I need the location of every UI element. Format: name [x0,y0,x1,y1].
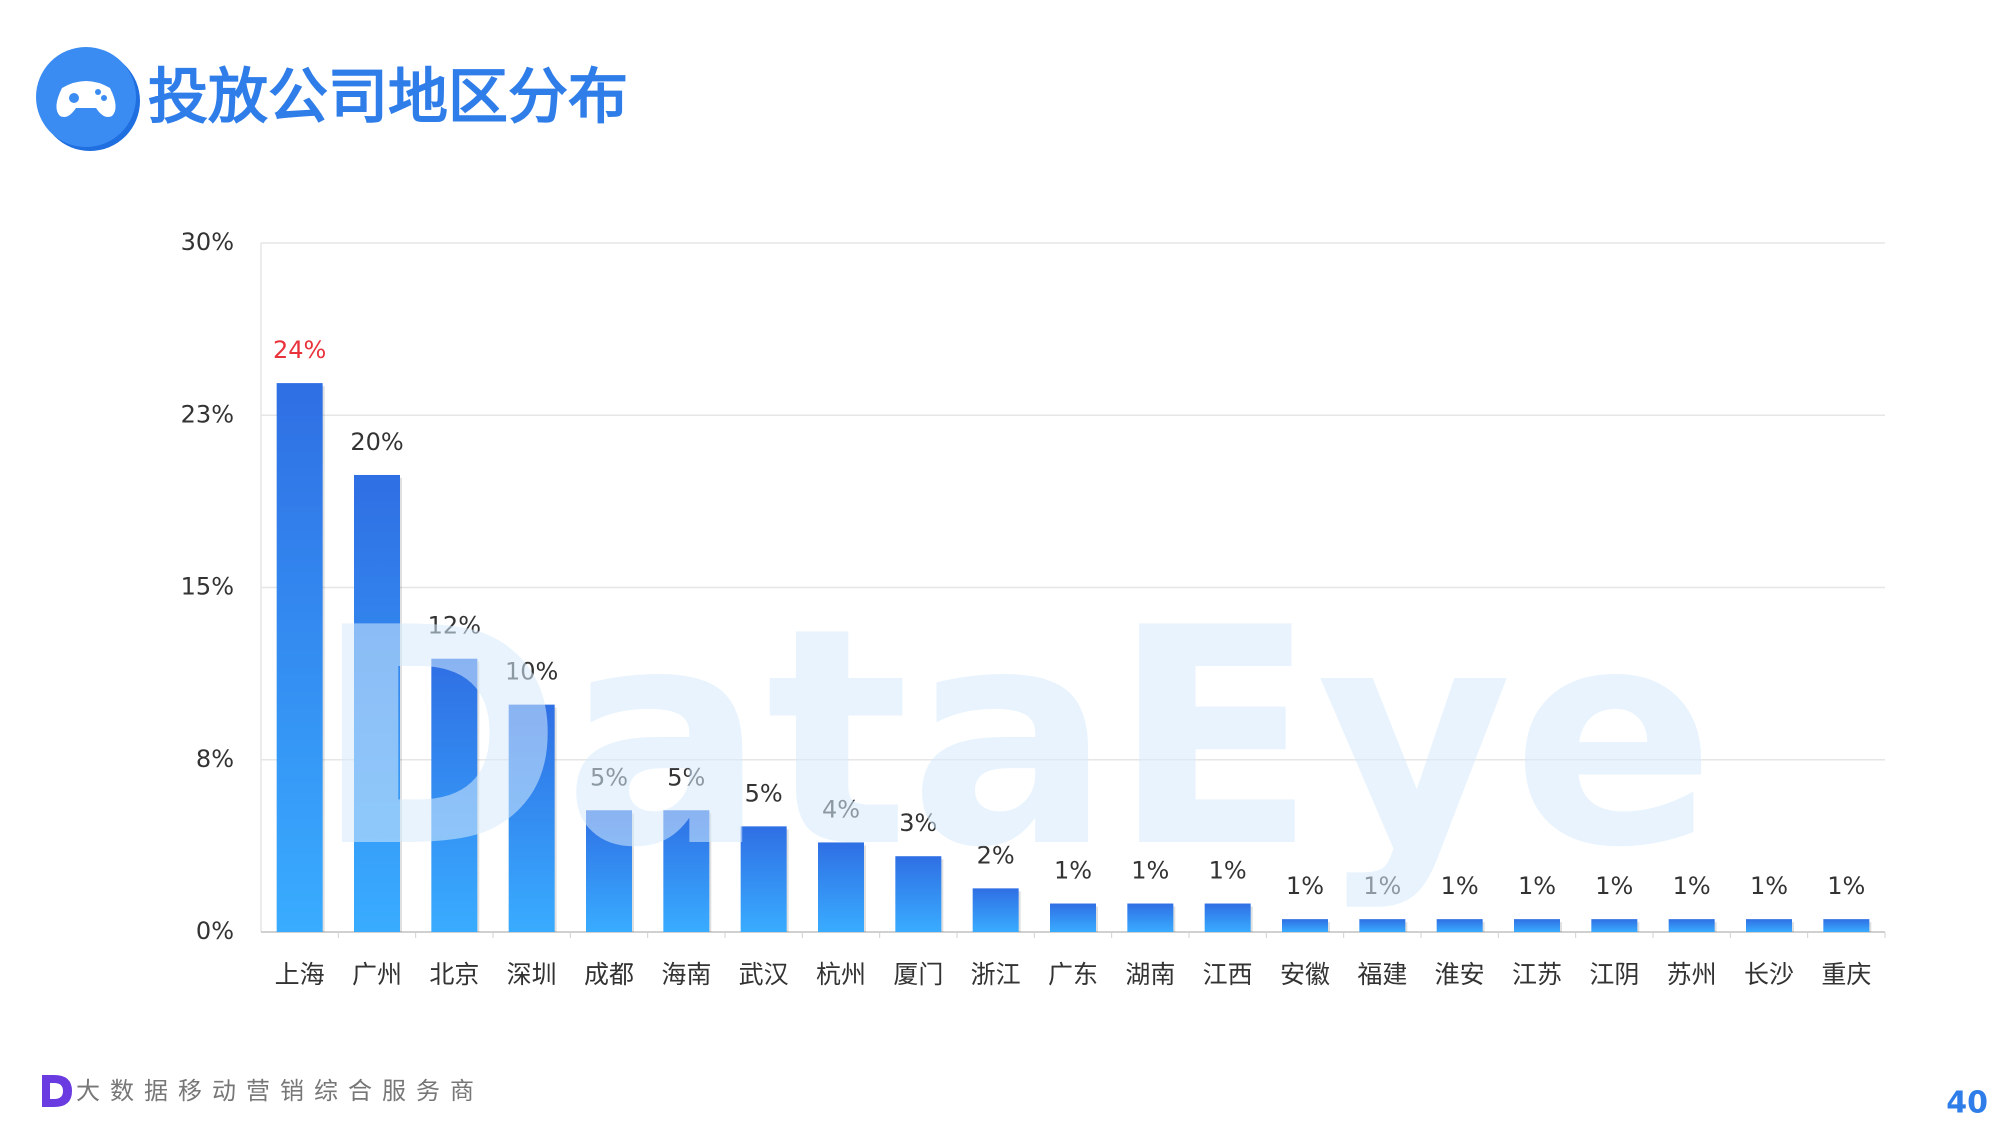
x-tick-label: 广东 [1048,960,1098,989]
bar [431,658,478,932]
bar [1436,919,1483,932]
x-tick-label: 深圳 [507,960,557,989]
bar [276,383,323,932]
x-tick-label: 厦门 [893,960,943,989]
y-tick-label: 0% [196,917,234,945]
bar [354,474,400,932]
value-label: 1% [1363,872,1401,900]
value-label: 1% [1441,872,1479,900]
bar [1514,919,1560,932]
x-tick-label: 广州 [352,960,402,989]
x-tick-label: 重庆 [1821,960,1871,989]
bar [895,856,942,932]
bar [1591,919,1638,932]
x-tick-label: 浙江 [971,960,1021,989]
value-label: 1% [1518,872,1556,900]
x-tick-label: 福建 [1357,960,1407,989]
value-label: 12% [428,612,481,640]
bar [1127,903,1174,932]
bar [1668,919,1715,932]
x-tick-label: 海南 [661,960,711,989]
y-tick-label: 8% [196,745,234,773]
value-label: 1% [1673,872,1711,900]
bar [972,888,1019,932]
x-tick-label: 湖南 [1125,960,1175,989]
x-tick-label: 苏州 [1667,960,1717,989]
value-label: 1% [1209,857,1247,885]
x-tick-label: 上海 [275,960,325,989]
bar [1746,919,1792,932]
value-label: 1% [1054,857,1092,885]
x-tick-label: 江阴 [1589,960,1639,989]
value-label: 5% [590,763,628,791]
y-tick-label: 23% [181,400,234,428]
x-tick-label: 安徽 [1280,960,1330,989]
bar [1050,903,1096,932]
bar [508,704,555,932]
bar [818,842,864,932]
value-label: 1% [1286,872,1324,900]
bar [1204,903,1251,932]
footer-slogan: 大数据移动营销综合服务商 [76,1077,484,1105]
x-tick-label: 成都 [584,960,634,989]
x-tick-label: 淮安 [1435,960,1485,989]
x-tick-label: 北京 [429,960,479,989]
value-label: 4% [822,795,860,823]
bar [1282,919,1328,932]
value-label: 1% [1750,872,1788,900]
header-icon [36,47,140,151]
page-number: 40 [1946,1086,1988,1121]
bar [1823,919,1870,932]
value-label: 20% [350,428,403,456]
bar [740,826,787,932]
x-tick-label: 武汉 [739,960,789,989]
page-title: 投放公司地区分布 [148,63,628,133]
x-tick-label: 江苏 [1512,960,1562,989]
watermark: DataEye [314,564,1715,913]
value-label: 5% [745,779,783,807]
value-label: 5% [667,763,705,791]
value-label: 1% [1827,872,1865,900]
x-tick-label: 长沙 [1744,960,1794,989]
y-tick-label: 30% [181,228,234,256]
value-label: 1% [1131,857,1169,885]
x-tick-label: 江西 [1203,960,1253,989]
bar [663,810,710,932]
value-label: 3% [899,809,937,837]
value-label: 10% [505,658,558,686]
value-label: 2% [977,841,1015,869]
bar [1359,919,1406,932]
bar [586,810,632,932]
y-tick-label: 15% [181,573,234,601]
chart: 0% 8% 15% 23% 30% 上海 24% 广州 20% 北京 12% 深圳 10% 成都 5% 海南 5… [181,228,1886,989]
value-label: 24% [273,336,326,364]
footer-logo [42,1075,72,1107]
x-tick-label: 杭州 [816,960,866,989]
value-label: 1% [1595,872,1633,900]
